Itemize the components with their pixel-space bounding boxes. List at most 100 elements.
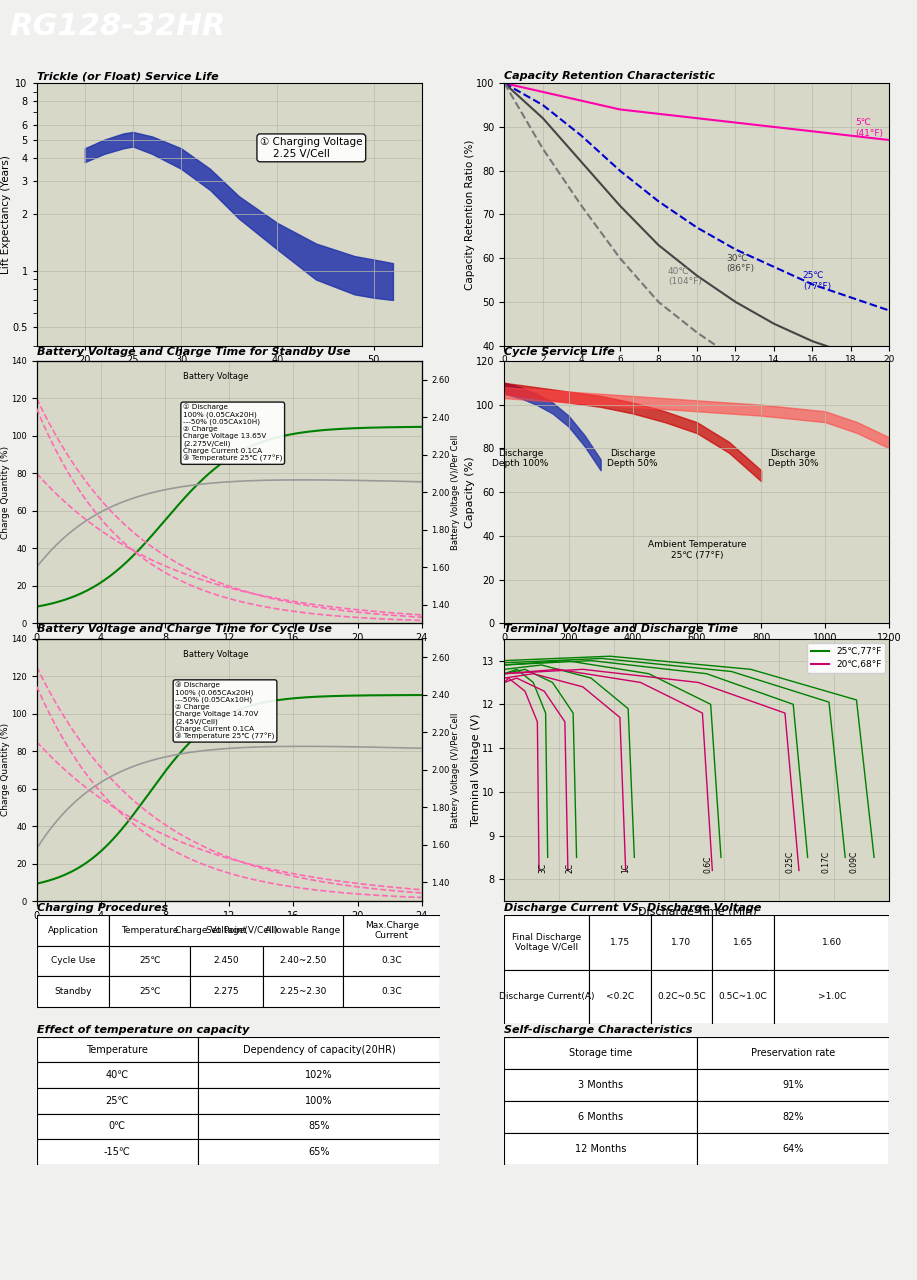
Text: 6 Months: 6 Months — [578, 1112, 624, 1121]
Bar — [262, 946, 343, 977]
Text: 1C: 1C — [621, 863, 630, 873]
Text: 91%: 91% — [782, 1080, 804, 1089]
X-axis label: Discharge Time (Min): Discharge Time (Min) — [637, 906, 757, 916]
Text: Temperature: Temperature — [121, 925, 178, 934]
Bar — [504, 1069, 697, 1101]
Bar — [198, 1062, 440, 1088]
Text: ① Discharge
100% (0.05CAx20H)
---50% (0.05CAx10H)
② Charge
Charge Voltage 13.65V: ① Discharge 100% (0.05CAx20H) ---50% (0.… — [183, 403, 282, 462]
Text: 0.3C: 0.3C — [381, 987, 402, 996]
Bar — [697, 1133, 889, 1165]
Text: Discharge Current(A): Discharge Current(A) — [499, 992, 594, 1001]
Text: Temperature: Temperature — [86, 1044, 149, 1055]
X-axis label: Charge Time (H): Charge Time (H) — [183, 927, 275, 937]
Y-axis label: Lift Expectancy (Years): Lift Expectancy (Years) — [1, 155, 11, 274]
Text: 82%: 82% — [782, 1112, 804, 1121]
Y-axis label: Capacity Retention Ratio (%): Capacity Retention Ratio (%) — [465, 140, 475, 289]
Text: Final Discharge
Voltage V/Cell: Final Discharge Voltage V/Cell — [512, 933, 581, 952]
Text: -15℃: -15℃ — [104, 1147, 131, 1157]
Bar — [109, 915, 190, 946]
Y-axis label: Charge Quantity (%): Charge Quantity (%) — [1, 445, 10, 539]
Bar — [343, 977, 440, 1006]
Bar — [343, 915, 440, 946]
X-axis label: Number of Cycles (Times): Number of Cycles (Times) — [624, 649, 769, 659]
Text: 0.5C~1.0C: 0.5C~1.0C — [719, 992, 768, 1001]
Text: Effect of temperature on capacity: Effect of temperature on capacity — [37, 1025, 249, 1036]
Y-axis label: Battery Voltage (V)/Per Cell: Battery Voltage (V)/Per Cell — [451, 434, 460, 550]
Y-axis label: Terminal Voltage (V): Terminal Voltage (V) — [470, 714, 481, 826]
Text: 0℃: 0℃ — [109, 1121, 126, 1132]
Text: Application: Application — [48, 925, 98, 934]
Text: 0.09C: 0.09C — [849, 850, 858, 873]
Bar — [37, 1139, 198, 1165]
Text: 3 Months: 3 Months — [578, 1080, 624, 1089]
Bar — [713, 970, 774, 1024]
Bar — [190, 915, 262, 946]
Text: Battery Voltage and Charge Time for Cycle Use: Battery Voltage and Charge Time for Cycl… — [37, 625, 332, 635]
Text: 85%: 85% — [308, 1121, 330, 1132]
Text: 64%: 64% — [782, 1144, 804, 1153]
Bar — [697, 1037, 889, 1069]
Text: Charging Procedures: Charging Procedures — [37, 904, 168, 914]
Text: <0.2C: <0.2C — [606, 992, 634, 1001]
Text: Capacity Retention Characteristic: Capacity Retention Characteristic — [504, 72, 715, 82]
Bar — [198, 1037, 440, 1062]
Text: Cycle Service Life: Cycle Service Life — [504, 347, 615, 357]
Bar — [504, 1133, 697, 1165]
Y-axis label: Battery Voltage (V)/Per Cell: Battery Voltage (V)/Per Cell — [451, 712, 460, 828]
Bar — [504, 915, 589, 970]
Bar — [589, 915, 651, 970]
Text: Battery Voltage: Battery Voltage — [183, 372, 249, 381]
Text: Trickle (or Float) Service Life: Trickle (or Float) Service Life — [37, 72, 218, 82]
Bar — [198, 1088, 440, 1114]
Text: 0.2C~0.5C: 0.2C~0.5C — [657, 992, 706, 1001]
Bar — [109, 946, 190, 977]
Text: >1.0C: >1.0C — [818, 992, 845, 1001]
Text: 1.65: 1.65 — [733, 938, 753, 947]
Bar — [774, 915, 889, 970]
Bar — [190, 946, 262, 977]
Text: 12 Months: 12 Months — [575, 1144, 626, 1153]
Text: 25℃: 25℃ — [138, 956, 160, 965]
Bar — [343, 946, 440, 977]
Bar — [262, 977, 343, 1006]
Text: Discharge Current VS. Discharge Voltage: Discharge Current VS. Discharge Voltage — [504, 904, 762, 914]
Text: 1.60: 1.60 — [822, 938, 842, 947]
Text: ① Charging Voltage
    2.25 V/Cell: ① Charging Voltage 2.25 V/Cell — [260, 137, 362, 159]
Bar — [262, 915, 343, 946]
Bar — [37, 1114, 198, 1139]
Text: ◄─────── Min ──────►◄──── Hr ────►: ◄─────── Min ──────►◄──── Hr ────► — [517, 928, 684, 937]
Text: Self-discharge Characteristics: Self-discharge Characteristics — [504, 1025, 693, 1036]
Bar — [697, 1101, 889, 1133]
Text: Set Point: Set Point — [206, 925, 247, 934]
Bar — [697, 1069, 889, 1101]
Bar — [589, 970, 651, 1024]
Text: Max.Charge
Current: Max.Charge Current — [365, 920, 419, 940]
Y-axis label: Capacity (%): Capacity (%) — [465, 457, 475, 527]
Bar — [109, 977, 190, 1006]
Text: 2C: 2C — [566, 863, 575, 873]
Text: 40℃
(104°F): 40℃ (104°F) — [668, 268, 702, 287]
X-axis label: Charge Time (H): Charge Time (H) — [183, 649, 275, 659]
Bar — [37, 1037, 198, 1062]
Text: 25℃
(77°F): 25℃ (77°F) — [803, 271, 831, 291]
Text: ③ Discharge
100% (0.065CAx20H)
---50% (0.05CAx10H)
② Charge
Charge Voltage 14.70: ③ Discharge 100% (0.065CAx20H) ---50% (0… — [175, 681, 275, 740]
Bar — [774, 970, 889, 1024]
Text: Cycle Use: Cycle Use — [50, 956, 95, 965]
Text: Terminal Voltage and Discharge Time: Terminal Voltage and Discharge Time — [504, 625, 738, 635]
Bar — [504, 1037, 697, 1069]
Text: Discharge
Depth 50%: Discharge Depth 50% — [607, 448, 658, 468]
Bar — [109, 915, 343, 946]
Text: 3C: 3C — [538, 863, 547, 873]
Text: Ambient Temperature
25℃ (77°F): Ambient Temperature 25℃ (77°F) — [647, 540, 746, 559]
Text: 1.70: 1.70 — [671, 938, 691, 947]
Text: 1  2  3    5     10  20 30      2    3    5      10    20 30: 1 2 3 5 10 20 30 2 3 5 10 20 30 — [602, 915, 791, 924]
Y-axis label: Charge Quantity (%): Charge Quantity (%) — [1, 723, 10, 817]
Text: 0.3C: 0.3C — [381, 956, 402, 965]
Text: 0.17C: 0.17C — [822, 850, 831, 873]
Text: 40℃: 40℃ — [105, 1070, 129, 1080]
Bar — [37, 977, 109, 1006]
Legend: 25℃,77°F, 20℃,68°F: 25℃,77°F, 20℃,68°F — [807, 644, 885, 673]
Text: Discharge
Depth 30%: Discharge Depth 30% — [768, 448, 819, 468]
Text: Allowable Range: Allowable Range — [265, 925, 340, 934]
Text: Battery Voltage: Battery Voltage — [183, 650, 249, 659]
